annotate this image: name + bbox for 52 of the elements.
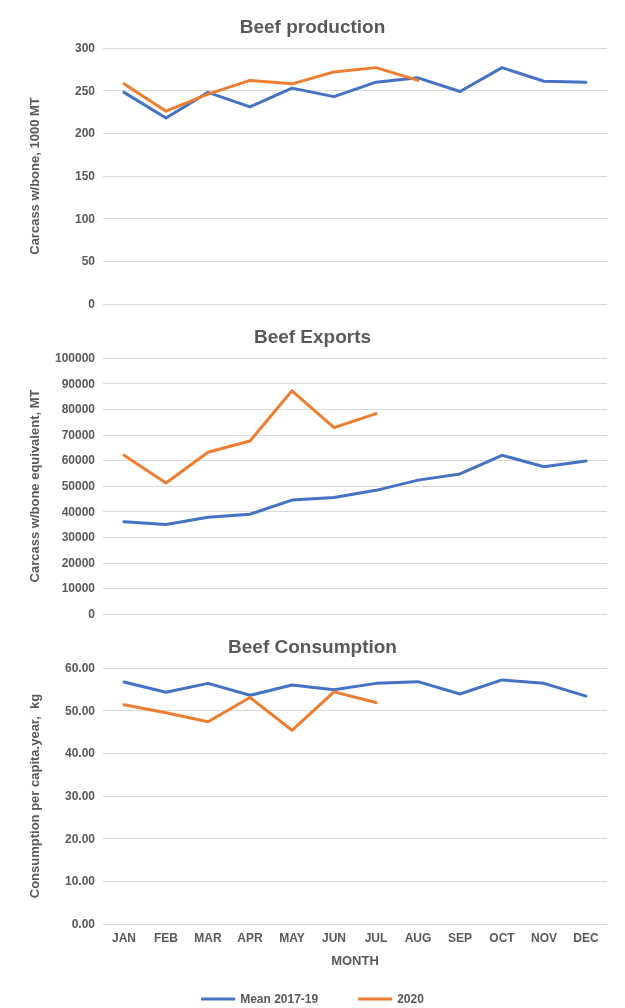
- x-tick-label: DEC: [573, 931, 599, 945]
- x-tick-label: APR: [237, 931, 263, 945]
- line-series: [122, 453, 588, 526]
- x-tick-label: JUN: [321, 931, 347, 945]
- line-series: [122, 690, 378, 732]
- legend-label: 2020: [397, 992, 425, 1006]
- y-tick-label: 200: [74, 126, 96, 141]
- y-tick-label: 60.00: [64, 661, 96, 675]
- x-tick-label: NOV: [530, 931, 558, 945]
- line-series: [122, 678, 588, 698]
- y-tick-label: 10.00: [64, 874, 96, 889]
- y-tick-label: 150: [74, 169, 96, 183]
- y-axis-title: Consumption per capita.year, kg: [27, 693, 42, 899]
- legend-label: Mean 2017-19: [240, 992, 319, 1006]
- y-tick-label: 40.00: [64, 746, 96, 761]
- y-tick-label: 20000: [61, 555, 96, 570]
- y-tick-label: 0: [88, 297, 96, 311]
- y-axis-title: Carcass w/bone, 1000 MT: [27, 97, 42, 255]
- x-tick-label: JUL: [364, 931, 388, 945]
- y-tick-label: 80000: [61, 402, 96, 417]
- y-tick-label: 0.00: [71, 917, 96, 931]
- chart-title: Beef Consumption: [228, 636, 397, 657]
- x-tick-label: JAN: [111, 931, 137, 945]
- chart-title: Beef Exports: [253, 326, 372, 347]
- chart-title: Beef production: [239, 16, 386, 37]
- y-tick-label: 50000: [61, 479, 96, 493]
- y-tick-label: 90000: [61, 376, 96, 391]
- x-axis-title: MONTH: [331, 953, 379, 968]
- x-tick-label: SEP: [447, 931, 473, 945]
- y-tick-label: 250: [74, 83, 96, 98]
- y-tick-label: 30.00: [64, 789, 96, 803]
- y-tick-label: 0: [88, 607, 96, 621]
- line-series: [122, 389, 378, 485]
- y-tick-label: 50: [81, 254, 96, 269]
- x-tick-label: OCT: [489, 931, 516, 945]
- y-tick-label: 20.00: [64, 831, 96, 846]
- x-tick-label: AUG: [404, 931, 432, 945]
- x-tick-label: MAR: [194, 931, 222, 945]
- line-series: [122, 66, 588, 120]
- y-tick-label: 40000: [61, 504, 96, 519]
- y-tick-label: 100: [74, 211, 96, 226]
- x-tick-label: MAY: [279, 931, 305, 945]
- y-tick-label: 300: [74, 41, 96, 55]
- line-series: [122, 66, 420, 113]
- y-tick-label: 50.00: [64, 703, 96, 718]
- y-tick-label: 30000: [61, 530, 96, 545]
- x-tick-label: FEB: [154, 931, 179, 945]
- y-tick-label: 60000: [61, 453, 96, 468]
- y-tick-label: 70000: [61, 427, 96, 442]
- y-axis-title: Carcass w/bone equivalent, MT: [27, 389, 42, 583]
- y-tick-label: 10000: [61, 581, 96, 596]
- y-tick-label: 100000: [54, 351, 96, 365]
